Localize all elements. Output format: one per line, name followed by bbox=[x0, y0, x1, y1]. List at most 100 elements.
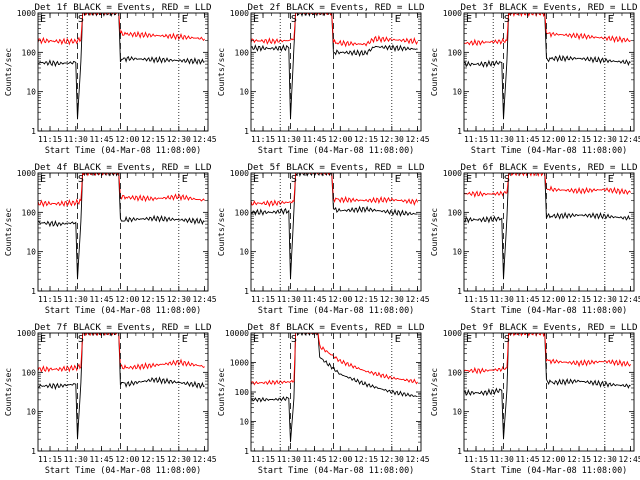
events-series-line bbox=[251, 333, 418, 443]
y-tick-label: 100 bbox=[448, 208, 463, 217]
x-tick-label: 11:30 bbox=[277, 135, 301, 144]
marker-label-start: S bbox=[291, 334, 297, 345]
lld-series-line bbox=[251, 333, 418, 386]
x-tick-label: 11:15 bbox=[464, 135, 488, 144]
y-tick-label: 1000 bbox=[17, 169, 36, 178]
plot-frame bbox=[463, 172, 635, 292]
x-axis-label: Start Time (04-Mar-08 11:08:00) bbox=[45, 145, 201, 155]
x-tick-label: 11:15 bbox=[251, 295, 275, 304]
y-tick-label: 10 bbox=[26, 248, 36, 257]
x-tick-label: 12:30 bbox=[380, 295, 404, 304]
x-tick-label: 11:15 bbox=[464, 455, 488, 464]
x-tick-label: 11:30 bbox=[277, 455, 301, 464]
panel-title: Det 6f BLACK = Events, RED = LLD bbox=[460, 162, 637, 173]
marker-label-left: E bbox=[466, 174, 472, 185]
x-tick-label: 12:45 bbox=[406, 135, 430, 144]
plot-frame bbox=[37, 172, 209, 292]
marker-label-end: E bbox=[395, 14, 401, 25]
x-tick-label: 12:30 bbox=[593, 295, 617, 304]
x-tick-label: 12:00 bbox=[115, 135, 139, 144]
x-tick-label: 11:30 bbox=[490, 295, 514, 304]
panel-title: Det 9f BLACK = Events, RED = LLD bbox=[460, 322, 637, 333]
plot-frame bbox=[250, 12, 422, 132]
marker-label-end: E bbox=[608, 174, 614, 185]
x-tick-label: 11:45 bbox=[515, 135, 539, 144]
y-tick-label: 1000 bbox=[443, 9, 462, 18]
y-tick-label: 10 bbox=[452, 408, 462, 417]
y-axis-label: Counts/sec bbox=[4, 368, 13, 416]
x-tick-label: 12:45 bbox=[193, 455, 217, 464]
x-axis-label: Start Time (04-Mar-08 11:08:00) bbox=[45, 465, 201, 475]
marker-label-start: S bbox=[504, 334, 510, 345]
x-tick-label: 12:00 bbox=[541, 295, 565, 304]
x-tick-label: 12:15 bbox=[141, 135, 165, 144]
y-axis-label: Counts/sec bbox=[217, 48, 226, 96]
x-tick-label: 12:45 bbox=[619, 455, 640, 464]
x-tick-label: 12:30 bbox=[380, 455, 404, 464]
x-tick-label: 11:45 bbox=[515, 295, 539, 304]
y-tick-label: 100 bbox=[448, 368, 463, 377]
panel-title: Det 8f BLACK = Events, RED = LLD bbox=[247, 322, 424, 333]
y-tick-label: 10 bbox=[239, 88, 249, 97]
events-series-line bbox=[38, 13, 205, 120]
x-tick-label: 11:30 bbox=[490, 455, 514, 464]
x-tick-label: 12:15 bbox=[567, 135, 591, 144]
marker-label-left: E bbox=[253, 174, 259, 185]
marker-label-start: S bbox=[504, 14, 510, 25]
marker-label-left: E bbox=[466, 14, 472, 25]
x-tick-label: 11:45 bbox=[89, 295, 113, 304]
y-tick-label: 1 bbox=[244, 447, 249, 456]
x-tick-label: 11:30 bbox=[277, 295, 301, 304]
x-tick-label: 12:15 bbox=[141, 455, 165, 464]
plot-frame bbox=[37, 332, 209, 452]
x-tick-label: 12:00 bbox=[541, 455, 565, 464]
y-tick-label: 1 bbox=[31, 127, 36, 136]
x-axis-label: Start Time (04-Mar-08 11:08:00) bbox=[258, 305, 414, 315]
y-tick-label: 1 bbox=[457, 127, 462, 136]
y-tick-label: 1000 bbox=[230, 9, 249, 18]
x-tick-label: 11:15 bbox=[38, 455, 62, 464]
lld-series-line bbox=[464, 13, 631, 47]
y-tick-label: 1000 bbox=[443, 169, 462, 178]
y-tick-label: 10 bbox=[26, 88, 36, 97]
x-tick-label: 12:00 bbox=[328, 135, 352, 144]
x-tick-label: 12:30 bbox=[167, 295, 191, 304]
x-tick-label: 12:45 bbox=[193, 135, 217, 144]
panel-title: Det 7f BLACK = Events, RED = LLD bbox=[34, 322, 211, 333]
marker-label-end: E bbox=[182, 14, 188, 25]
y-tick-label: 100 bbox=[235, 48, 250, 57]
x-tick-label: 12:15 bbox=[354, 455, 378, 464]
y-tick-label: 100 bbox=[22, 368, 37, 377]
marker-label-end: E bbox=[395, 174, 401, 185]
x-tick-label: 12:15 bbox=[354, 295, 378, 304]
y-tick-label: 1 bbox=[457, 287, 462, 296]
lld-series-line bbox=[464, 333, 631, 375]
x-axis-label: Start Time (04-Mar-08 11:08:00) bbox=[258, 465, 414, 475]
x-tick-label: 12:30 bbox=[167, 135, 191, 144]
x-tick-label: 12:45 bbox=[193, 295, 217, 304]
y-tick-label: 1000 bbox=[230, 359, 249, 368]
y-axis-label: Counts/sec bbox=[217, 368, 226, 416]
x-axis-label: Start Time (04-Mar-08 11:08:00) bbox=[471, 305, 627, 315]
marker-label-left: E bbox=[40, 174, 46, 185]
lld-series-line bbox=[251, 13, 419, 48]
x-tick-label: 12:15 bbox=[567, 455, 591, 464]
marker-label-left: E bbox=[40, 334, 46, 345]
x-tick-label: 12:00 bbox=[328, 295, 352, 304]
y-tick-label: 1 bbox=[244, 287, 249, 296]
lld-series-line bbox=[251, 173, 419, 208]
x-tick-label: 12:15 bbox=[354, 135, 378, 144]
marker-label-left: E bbox=[40, 14, 46, 25]
x-tick-label: 11:30 bbox=[64, 295, 88, 304]
plot-frame bbox=[37, 12, 209, 132]
x-tick-label: 11:15 bbox=[464, 295, 488, 304]
x-tick-label: 11:30 bbox=[490, 135, 514, 144]
x-tick-label: 12:00 bbox=[115, 455, 139, 464]
y-axis-label: Counts/sec bbox=[4, 208, 13, 256]
marker-label-left: E bbox=[253, 14, 259, 25]
events-series-line bbox=[464, 173, 631, 280]
x-tick-label: 12:30 bbox=[593, 135, 617, 144]
